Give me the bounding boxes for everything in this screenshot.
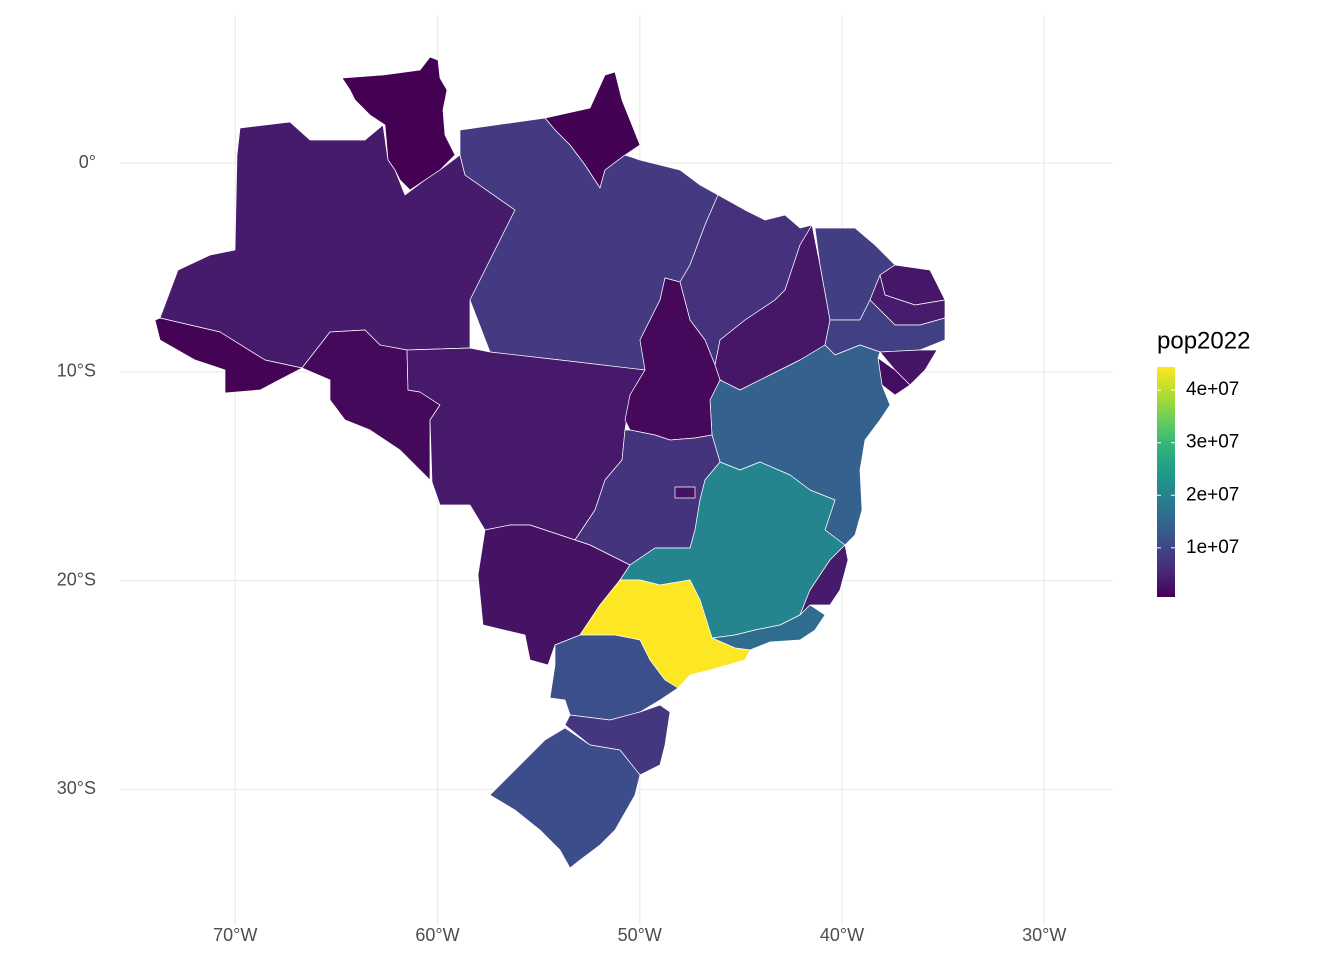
state-region [159, 121, 516, 369]
x-tick-label: 30°W [1022, 925, 1066, 945]
x-tick-label: 60°W [415, 925, 459, 945]
colorbar-label: 1e+07 [1186, 537, 1239, 558]
y-tick-label: 20°S [57, 569, 96, 589]
y-tick-label: 0° [79, 152, 96, 172]
colorbar-label: 3e+07 [1186, 432, 1239, 453]
state-region [154, 317, 303, 394]
x-tick-label: 40°W [820, 925, 864, 945]
x-tick-label: 70°W [213, 925, 257, 945]
x-tick-label: 50°W [618, 925, 662, 945]
colorbar [1157, 367, 1175, 597]
state-region [674, 486, 696, 499]
state-region [489, 727, 641, 869]
state-region [564, 704, 671, 776]
colorbar-label: 2e+07 [1186, 484, 1239, 505]
y-tick-label: 30°S [57, 778, 96, 798]
colorbar-label: 4e+07 [1186, 379, 1239, 400]
y-tick-label: 10°S [57, 361, 96, 381]
legend-title: pop2022 [1157, 327, 1250, 354]
